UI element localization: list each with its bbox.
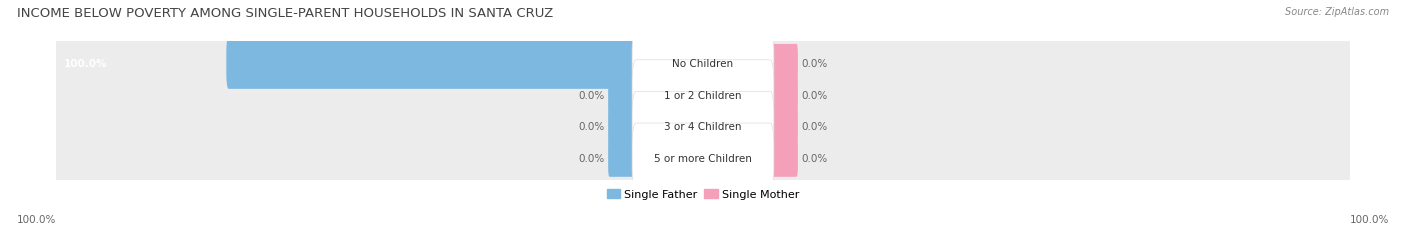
FancyBboxPatch shape	[769, 45, 797, 82]
Text: INCOME BELOW POVERTY AMONG SINGLE-PARENT HOUSEHOLDS IN SANTA CRUZ: INCOME BELOW POVERTY AMONG SINGLE-PARENT…	[17, 7, 553, 20]
FancyBboxPatch shape	[226, 38, 658, 89]
Text: 0.0%: 0.0%	[578, 90, 605, 100]
Text: 100.0%: 100.0%	[63, 59, 107, 69]
Text: Source: ZipAtlas.com: Source: ZipAtlas.com	[1285, 7, 1389, 17]
Text: 0.0%: 0.0%	[801, 59, 828, 69]
FancyBboxPatch shape	[633, 61, 773, 130]
FancyBboxPatch shape	[55, 90, 1351, 163]
FancyBboxPatch shape	[633, 124, 773, 193]
Legend: Single Father, Single Mother: Single Father, Single Mother	[606, 189, 800, 200]
Text: 0.0%: 0.0%	[801, 90, 828, 100]
Text: 0.0%: 0.0%	[801, 122, 828, 132]
Text: 1 or 2 Children: 1 or 2 Children	[664, 90, 742, 100]
FancyBboxPatch shape	[55, 122, 1351, 195]
FancyBboxPatch shape	[769, 76, 797, 114]
Text: 0.0%: 0.0%	[578, 153, 605, 163]
Text: 0.0%: 0.0%	[801, 153, 828, 163]
FancyBboxPatch shape	[55, 59, 1351, 132]
FancyBboxPatch shape	[55, 27, 1351, 100]
FancyBboxPatch shape	[609, 76, 637, 114]
Text: 3 or 4 Children: 3 or 4 Children	[664, 122, 742, 132]
FancyBboxPatch shape	[633, 29, 773, 98]
Text: 0.0%: 0.0%	[578, 122, 605, 132]
FancyBboxPatch shape	[633, 92, 773, 161]
FancyBboxPatch shape	[609, 108, 637, 146]
FancyBboxPatch shape	[609, 139, 637, 177]
FancyBboxPatch shape	[769, 108, 797, 146]
Text: 5 or more Children: 5 or more Children	[654, 153, 752, 163]
Text: 100.0%: 100.0%	[1350, 214, 1389, 224]
Text: 100.0%: 100.0%	[17, 214, 56, 224]
Text: No Children: No Children	[672, 59, 734, 69]
FancyBboxPatch shape	[769, 139, 797, 177]
